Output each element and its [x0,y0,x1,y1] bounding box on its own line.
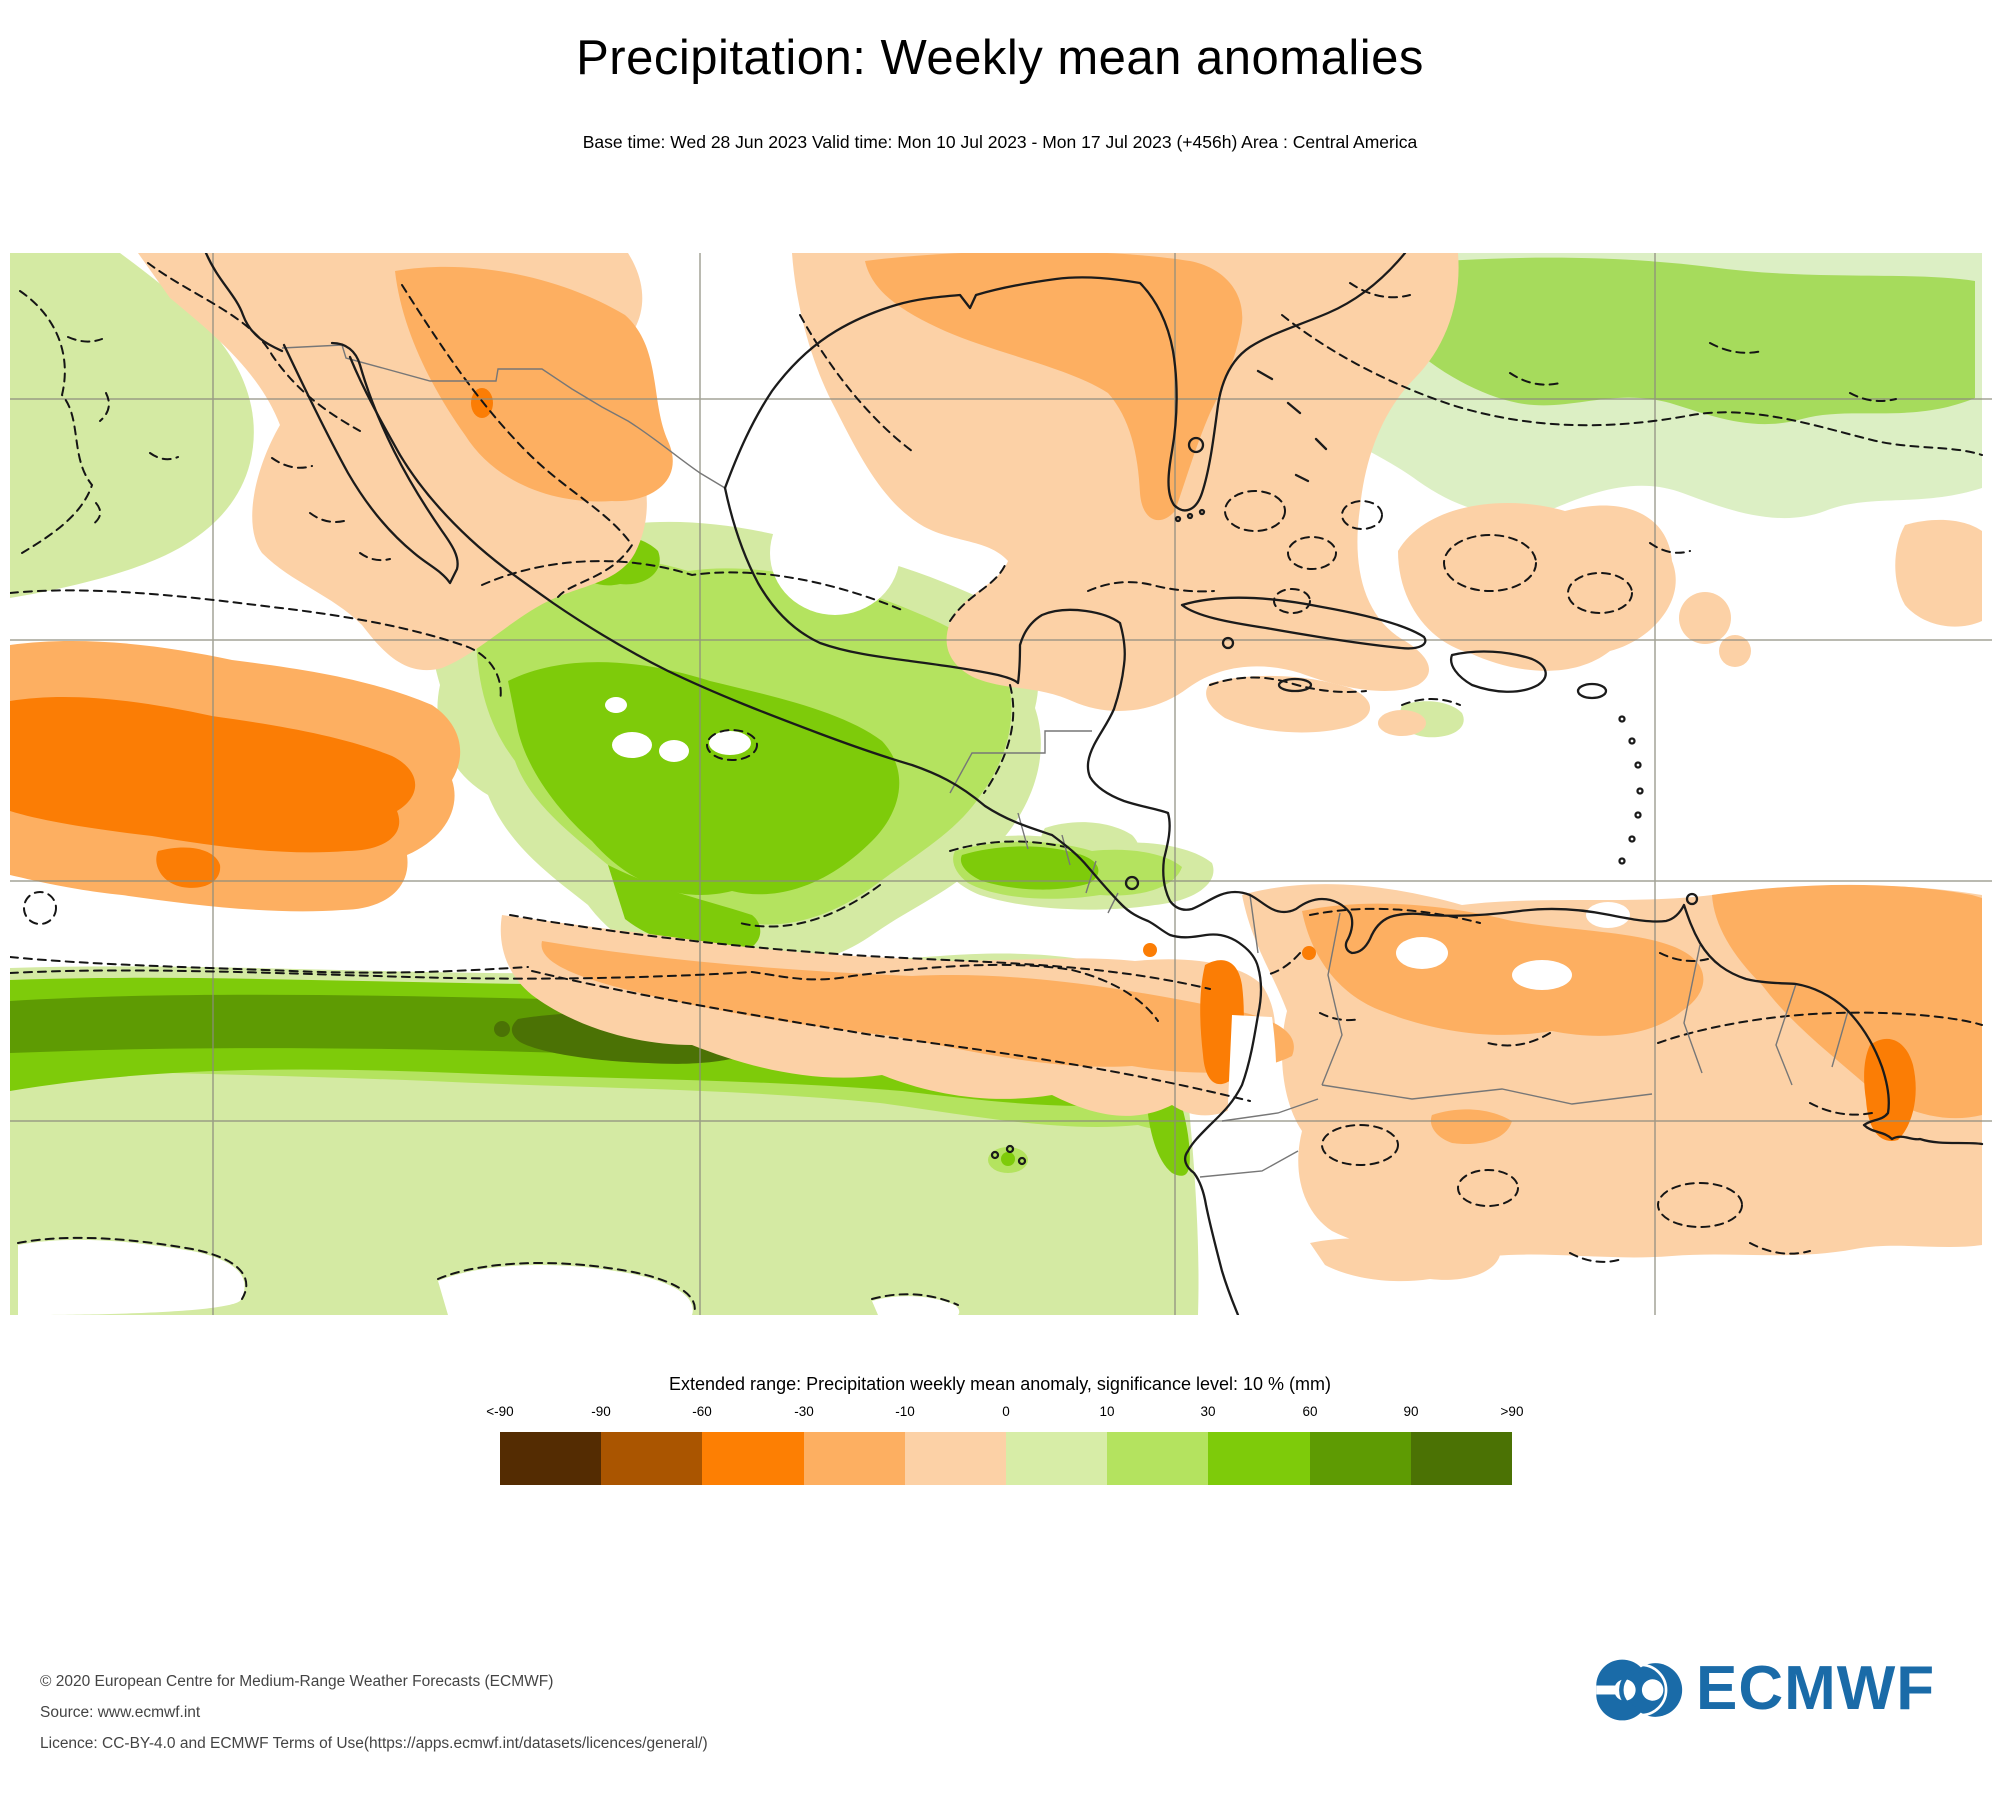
legend-swatch [1208,1432,1310,1485]
map-subtitle: Base time: Wed 28 Jun 2023 Valid time: M… [582,132,1418,152]
legend-tick: 90 [1403,1404,1419,1419]
legend-tick: -60 [692,1404,712,1419]
page-title: Precipitation: Weekly mean anomalies [576,31,1424,85]
copyright-footer: © 2020 European Centre for Medium-Range … [40,1666,708,1759]
legend-tick: -10 [895,1404,915,1419]
map-layer-white-holes [18,491,1630,1315]
legend-swatch [904,1432,1007,1485]
legend-color-bar [500,1432,1513,1485]
map-significance-contours [9,262,1983,1314]
footer-copyright-line: © 2020 European Centre for Medium-Range … [40,1673,554,1690]
legend-tick: 60 [1302,1404,1318,1419]
legend-tick: 30 [1200,1404,1216,1419]
legend-swatch [601,1432,703,1485]
ecmwf-logo-text: ECMWF [1696,1653,1936,1723]
legend-tick: -90 [591,1404,611,1419]
anomaly-map [9,251,1992,1317]
legend-tick: 10 [1099,1404,1115,1419]
legend-swatch [1006,1432,1108,1485]
footer-licence-line: Licence: CC-BY-4.0 and ECMWF Terms of Us… [40,1735,708,1752]
legend-swatch [803,1432,905,1485]
ecmwf-logo: ECMWF [1596,1650,1976,1730]
legend-swatch [1107,1432,1209,1485]
legend-swatch [500,1432,602,1485]
legend-swatch [702,1432,804,1485]
map-coastlines [204,251,1984,1317]
legend-swatch [1309,1432,1411,1485]
legend-title: Extended range: Precipitation weekly mea… [669,1374,1331,1394]
legend-tick: >90 [1500,1404,1524,1419]
legend-tick-labels: <-90 -90 -60 -30 -10 0 10 30 60 90 >90 [486,1404,1523,1424]
footer-source-line: Source: www.ecmwf.int [40,1704,201,1721]
map-country-borders [281,344,1849,1178]
legend-tick: <-90 [486,1404,514,1419]
legend-tick: -30 [794,1404,814,1419]
anomaly-map-svg [9,251,1992,1317]
legend-swatch [1410,1432,1513,1485]
ecmwf-logo-icon [1596,1659,1683,1721]
legend-tick: 0 [1002,1404,1010,1419]
